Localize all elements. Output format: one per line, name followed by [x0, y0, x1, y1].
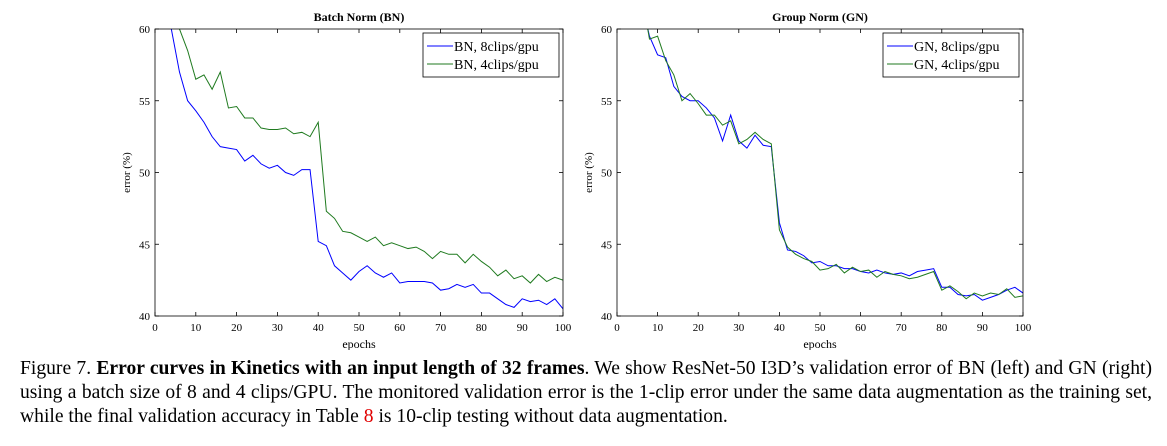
x-tick-label: 40	[313, 322, 325, 334]
caption-text: is 10-clip testing without data augmenta…	[373, 406, 728, 427]
x-tick-label: 70	[435, 322, 447, 334]
x-tick-label: 50	[815, 322, 827, 334]
legend-box	[882, 32, 1020, 78]
y-tick-label: 55	[139, 96, 151, 108]
x-tick-label: 0	[614, 322, 620, 334]
caption-bold: Error curves in Kinetics with an input l…	[96, 358, 585, 379]
caption: Figure 7. Error curves in Kinetics with …	[20, 357, 1152, 429]
legend-box	[422, 32, 560, 78]
chart-title: Group Norm (GN)	[772, 10, 868, 24]
y-tick-label: 60	[139, 24, 151, 36]
caption-label: Figure 7.	[20, 358, 92, 379]
x-tick-label: 80	[476, 322, 488, 334]
x-tick-label: 70	[896, 322, 908, 334]
data-line	[170, 29, 563, 310]
y-tick-label: 45	[139, 239, 151, 251]
table-ref[interactable]: 8	[363, 406, 374, 427]
legend-label: BN, 4clips/gpu	[454, 58, 539, 73]
caption-text: . We show ResNet-50 I3D’s validation err…	[20, 358, 1152, 427]
data-line	[647, 29, 1023, 300]
x-tick-label: 0	[152, 322, 158, 334]
x-tick-label: 60	[855, 322, 867, 334]
chart: Batch Norm (BN) 40 45 50 55 60 0 10 20 30 40 50 60 70…	[121, 10, 572, 350]
y-tick-label: 40	[601, 311, 613, 323]
legend: BN, 8clips/gpu BN, 4clips/gpu	[422, 32, 560, 78]
y-tick-label: 50	[139, 168, 151, 180]
chart-title: Batch Norm (BN)	[314, 10, 405, 24]
plot-frame	[154, 28, 564, 317]
figure: Batch Norm (BN) 40 45 50 55 60 0 10 20 30 40 50 60 70…	[121, 10, 1032, 350]
y-tick-label: 45	[601, 239, 613, 251]
x-tick-label: 10	[190, 322, 202, 334]
plot-frame	[616, 28, 1024, 317]
x-tick-label: 20	[693, 322, 705, 334]
x-tick-label: 100	[555, 322, 572, 334]
data-line	[647, 29, 1023, 301]
y-axis-label: error (%)	[121, 152, 133, 193]
x-tick-label: 100	[1015, 322, 1032, 334]
legend-label: GN, 8clips/gpu	[914, 40, 1000, 55]
x-axis-label: epochs	[342, 337, 376, 350]
x-tick-label: 90	[977, 322, 989, 334]
x-tick-label: 30	[733, 322, 745, 334]
x-tick-label: 30	[272, 322, 284, 334]
x-tick-label: 20	[231, 322, 243, 334]
chart: Group Norm (GN) 40 45 50 55 60 0 10 20 30 40 50 60 70…	[583, 10, 1032, 350]
x-tick-label: 10	[652, 322, 664, 334]
x-tick-label: 40	[774, 322, 786, 334]
y-tick-label: 60	[601, 24, 613, 36]
y-axis-label: error (%)	[583, 152, 595, 193]
x-tick-label: 50	[354, 322, 366, 334]
x-tick-label: 90	[517, 322, 529, 334]
x-tick-label: 80	[936, 322, 948, 334]
y-tick-label: 55	[601, 96, 613, 108]
data-line	[178, 29, 563, 284]
legend: GN, 8clips/gpu GN, 4clips/gpu	[882, 32, 1020, 78]
legend-label: BN, 8clips/gpu	[454, 40, 539, 55]
x-axis-label: epochs	[803, 337, 837, 350]
y-tick-label: 50	[601, 168, 613, 180]
legend-label: GN, 4clips/gpu	[914, 58, 1000, 73]
y-tick-label: 40	[139, 311, 151, 323]
x-tick-label: 60	[394, 322, 406, 334]
